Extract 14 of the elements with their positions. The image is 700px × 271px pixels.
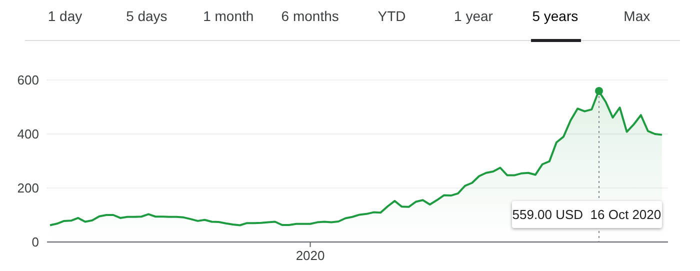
y-tick-label: 400 bbox=[17, 126, 39, 142]
y-tick-label: 0 bbox=[32, 234, 39, 250]
text: 1 day bbox=[46, 8, 84, 24]
text: Max bbox=[622, 8, 652, 24]
y-tick-label: 600 bbox=[17, 72, 39, 88]
text: 1 year bbox=[453, 8, 494, 24]
y-tick-label: 200 bbox=[17, 180, 39, 196]
text: 5 days bbox=[125, 8, 168, 24]
text: 1 month bbox=[202, 8, 255, 24]
x-tick-label: 2020 bbox=[296, 248, 325, 263]
text: 6 months bbox=[280, 8, 340, 24]
text: 5 years bbox=[531, 8, 580, 24]
annotation: 559.00 USD 16 Oct 2020 bbox=[512, 201, 662, 228]
text: YTD bbox=[376, 8, 407, 24]
